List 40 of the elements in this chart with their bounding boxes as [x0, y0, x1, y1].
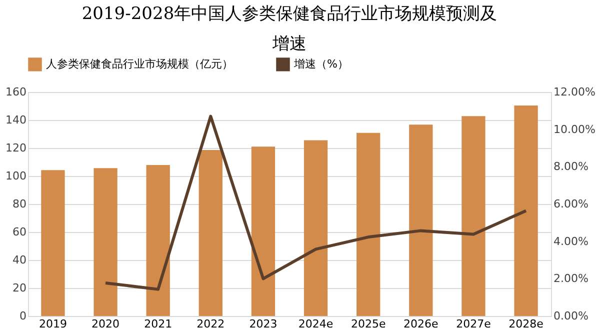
x-tick-label: 2026e [404, 318, 439, 330]
bar [146, 164, 170, 316]
x-tick-label: 2019 [38, 318, 67, 330]
x-tick-label: 2021 [144, 318, 172, 330]
bar [304, 140, 328, 316]
x-tick-label: 2020 [92, 318, 120, 330]
legend-label: 人参类保健食品行业市场规模（亿元） [46, 57, 233, 70]
bar [356, 132, 380, 316]
y2-tick-label: 2.00% [554, 272, 588, 286]
line-series [104, 114, 528, 291]
y2-tick-label: 12.00% [554, 86, 596, 98]
bar [198, 150, 222, 316]
y-tick-label: 100 [6, 170, 26, 182]
x-tick-label: 2027e [456, 318, 492, 330]
y2-tick-label: 0.00% [554, 310, 588, 322]
y-tick-label: 60 [12, 226, 26, 238]
bar [514, 105, 538, 316]
bar [251, 146, 276, 316]
y2-tick-label: 6.00% [554, 198, 588, 210]
bar [462, 116, 486, 316]
y2-tick-label: 10.00% [554, 122, 596, 136]
y-tick-label: 160 [6, 86, 26, 98]
legend-label: 增速（%） [293, 57, 348, 70]
y-tick-label: 0 [20, 310, 26, 322]
y-tick-label: 20 [12, 282, 26, 294]
y-tick-label: 140 [6, 114, 26, 126]
y2-tick-label: 8.00% [554, 160, 588, 174]
x-tick-label: 2022 [196, 318, 225, 330]
bar [41, 170, 65, 316]
x-tick-label: 2025e [350, 318, 386, 330]
y-tick-label: 80 [12, 198, 26, 210]
chart-title: 2019-2028年中国人参类保健食品行业市场规模预测及增速 [82, 4, 498, 54]
bar [409, 124, 433, 316]
x-tick-label: 2028e [508, 318, 544, 330]
y2-tick-label: 4.00% [554, 234, 588, 248]
x-tick-label: 2024e [298, 318, 334, 330]
bar [94, 168, 118, 316]
y-tick-label: 120 [6, 142, 26, 154]
y-tick-label: 40 [12, 254, 26, 266]
x-tick-label: 2023 [249, 318, 278, 330]
